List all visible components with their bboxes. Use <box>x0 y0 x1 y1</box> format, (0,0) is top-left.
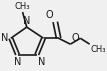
Text: N: N <box>1 33 8 43</box>
Text: N: N <box>38 57 45 67</box>
Text: O: O <box>71 34 79 44</box>
Text: CH₃: CH₃ <box>90 45 106 54</box>
Text: CH₃: CH₃ <box>15 2 30 11</box>
Text: O: O <box>46 10 54 20</box>
Text: N: N <box>14 57 21 67</box>
Text: N: N <box>23 16 30 26</box>
